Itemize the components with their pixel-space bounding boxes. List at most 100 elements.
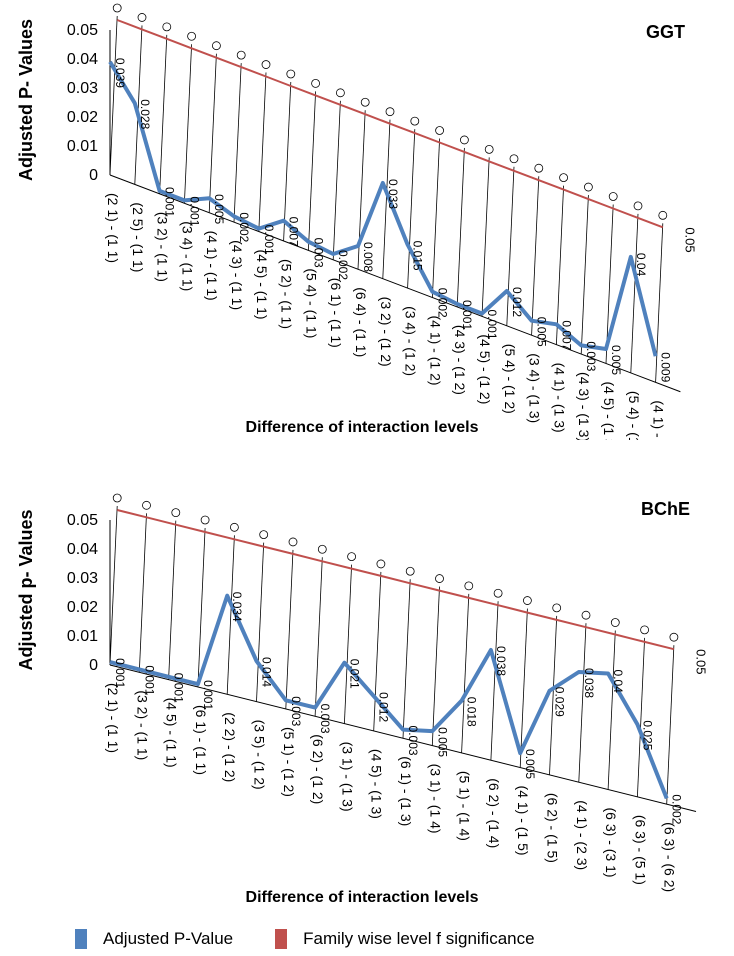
threshold-end-label: 0.05 [694,649,709,674]
x-tick-label: (6 3) - (5 1) [632,815,648,885]
x-tick-label: (4 1) - (2 3) [574,800,590,870]
data-label: 0.025 [640,720,654,750]
threshold-marker [360,97,370,107]
ggt-chart: 0 0.01 0.02 0.03 0.04 0.05 Adjusted P- Values G… [16,3,698,440]
threshold-marker [236,50,246,60]
x-tick-label: (3 1) - (1 4) [427,764,443,834]
x-tick-label: (4 3) - (1 3) [576,372,592,440]
drop-line [168,520,177,680]
legend-item-pvalue: Adjusted P-Value [75,929,233,949]
pvalue-series-line [108,60,658,357]
x-tick-label: (3 2) - (1 1) [155,212,171,282]
x-tick-label: (3 2) - (1 1) [134,690,150,760]
x-tick-label: (5 4) - (1 2) [502,344,518,414]
data-label: 0.014 [260,657,274,687]
drop-line [283,81,292,241]
x-tick-label: (4 5) - (1 1) [164,698,180,768]
x-tick-label: (3 5) - (1 2) [252,720,268,790]
threshold-marker [464,581,474,591]
x-tick-label: (3 2) - (1 2) [378,297,394,367]
drop-line [481,157,490,317]
threshold-marker [137,13,147,22]
legend-label-threshold: Family wise level f significance [303,929,535,948]
y-tick-label: 0.01 [67,138,98,155]
data-label: 0.021 [347,659,361,689]
data-label: 0.005 [609,345,623,375]
drop-line [630,213,639,373]
data-label: 0.003 [311,238,325,268]
drop-line [556,185,564,345]
threshold-series-line [116,19,664,229]
y-tick-label: 0 [89,167,98,184]
y-tick-label: 0 [89,657,98,674]
threshold-marker [317,544,327,554]
ggt-chart-panel: 0 0.01 0.02 0.03 0.04 0.05 Adjusted P- Values G… [0,0,734,440]
threshold-marker [523,596,532,605]
drop-line [258,72,267,232]
drop-line [109,505,118,666]
data-label: 0.04 [611,670,625,694]
data-label: 0.009 [659,352,673,382]
data-label: 0.005 [523,749,537,779]
threshold-marker [633,201,643,211]
data-label: 0.003 [318,704,332,734]
y-tick-label: 0.01 [67,628,98,645]
drop-line [407,129,416,289]
threshold-marker [410,116,420,126]
threshold-marker [200,515,210,525]
drop-line [373,571,382,731]
chart-title: GGT [646,22,685,42]
threshold-marker [187,31,197,41]
x-tick-label: (4 3) - (1 1) [229,240,245,310]
x-axis-title: Difference of interaction levels [246,889,479,906]
data-label: 0.008 [361,242,375,272]
threshold-marker [608,192,618,201]
x-tick-label: (6 2) - (1 4) [486,778,502,848]
x-tick-label: (6 1) - (1 1) [328,278,344,348]
x-tick-label: (4 1) - (2 1) [651,400,667,440]
threshold-marker [459,135,469,145]
drop-line [549,615,558,775]
drop-line [431,586,440,746]
threshold-marker [669,632,679,642]
y-tick-label: 0.05 [67,22,98,39]
drop-line [226,535,235,695]
data-label: 0.001 [262,225,276,255]
drop-line [578,623,587,783]
pvalue-series-line [109,593,669,800]
data-label: 0.039 [113,58,127,88]
data-label: 0.001 [113,658,127,688]
data-label: 0.04 [634,253,648,277]
x-tick-label: (4 5) - (1 3) [369,749,385,819]
threshold-marker [259,530,269,540]
drop-line [344,564,352,724]
x-tick-label: (2 1) - (1 1) [105,683,121,753]
x-axis-line [109,174,681,393]
threshold-marker [584,182,593,192]
threshold-marker [347,552,357,561]
x-tick-label: (4 3) - (1 2) [452,325,468,395]
x-tick-label: (5 4) - (1 1) [303,268,319,338]
x-tick-label: (3 4) - (1 2) [403,306,419,376]
data-label: 0.029 [553,687,567,717]
data-label: 0.001 [485,309,499,339]
threshold-marker [376,559,386,569]
data-label: 0.015 [411,241,425,271]
threshold-marker [552,603,562,613]
legend-swatch-threshold [275,929,288,949]
data-label: 0.001 [187,196,201,226]
drop-line [134,25,143,185]
data-label: 0.001 [142,665,156,695]
x-tick-label: (5 4) - (1 3) [626,391,642,440]
data-label: 0.007 [287,217,301,247]
threshold-end-label: 0.05 [683,227,698,252]
data-label: 0.003 [406,726,420,756]
x-tick-label: (4 5) - (1 1) [254,250,270,320]
data-label: 0.001 [172,673,186,703]
data-label: 0.033 [386,179,400,209]
x-tick-label: (4 5) - (1 2) [477,334,493,404]
x-tick-label: (6 3) - (3 1) [603,808,619,878]
legend-swatch-pvalue [75,929,87,949]
y-axis-title: Adjusted P- Values [16,19,36,181]
threshold-marker [493,588,503,598]
